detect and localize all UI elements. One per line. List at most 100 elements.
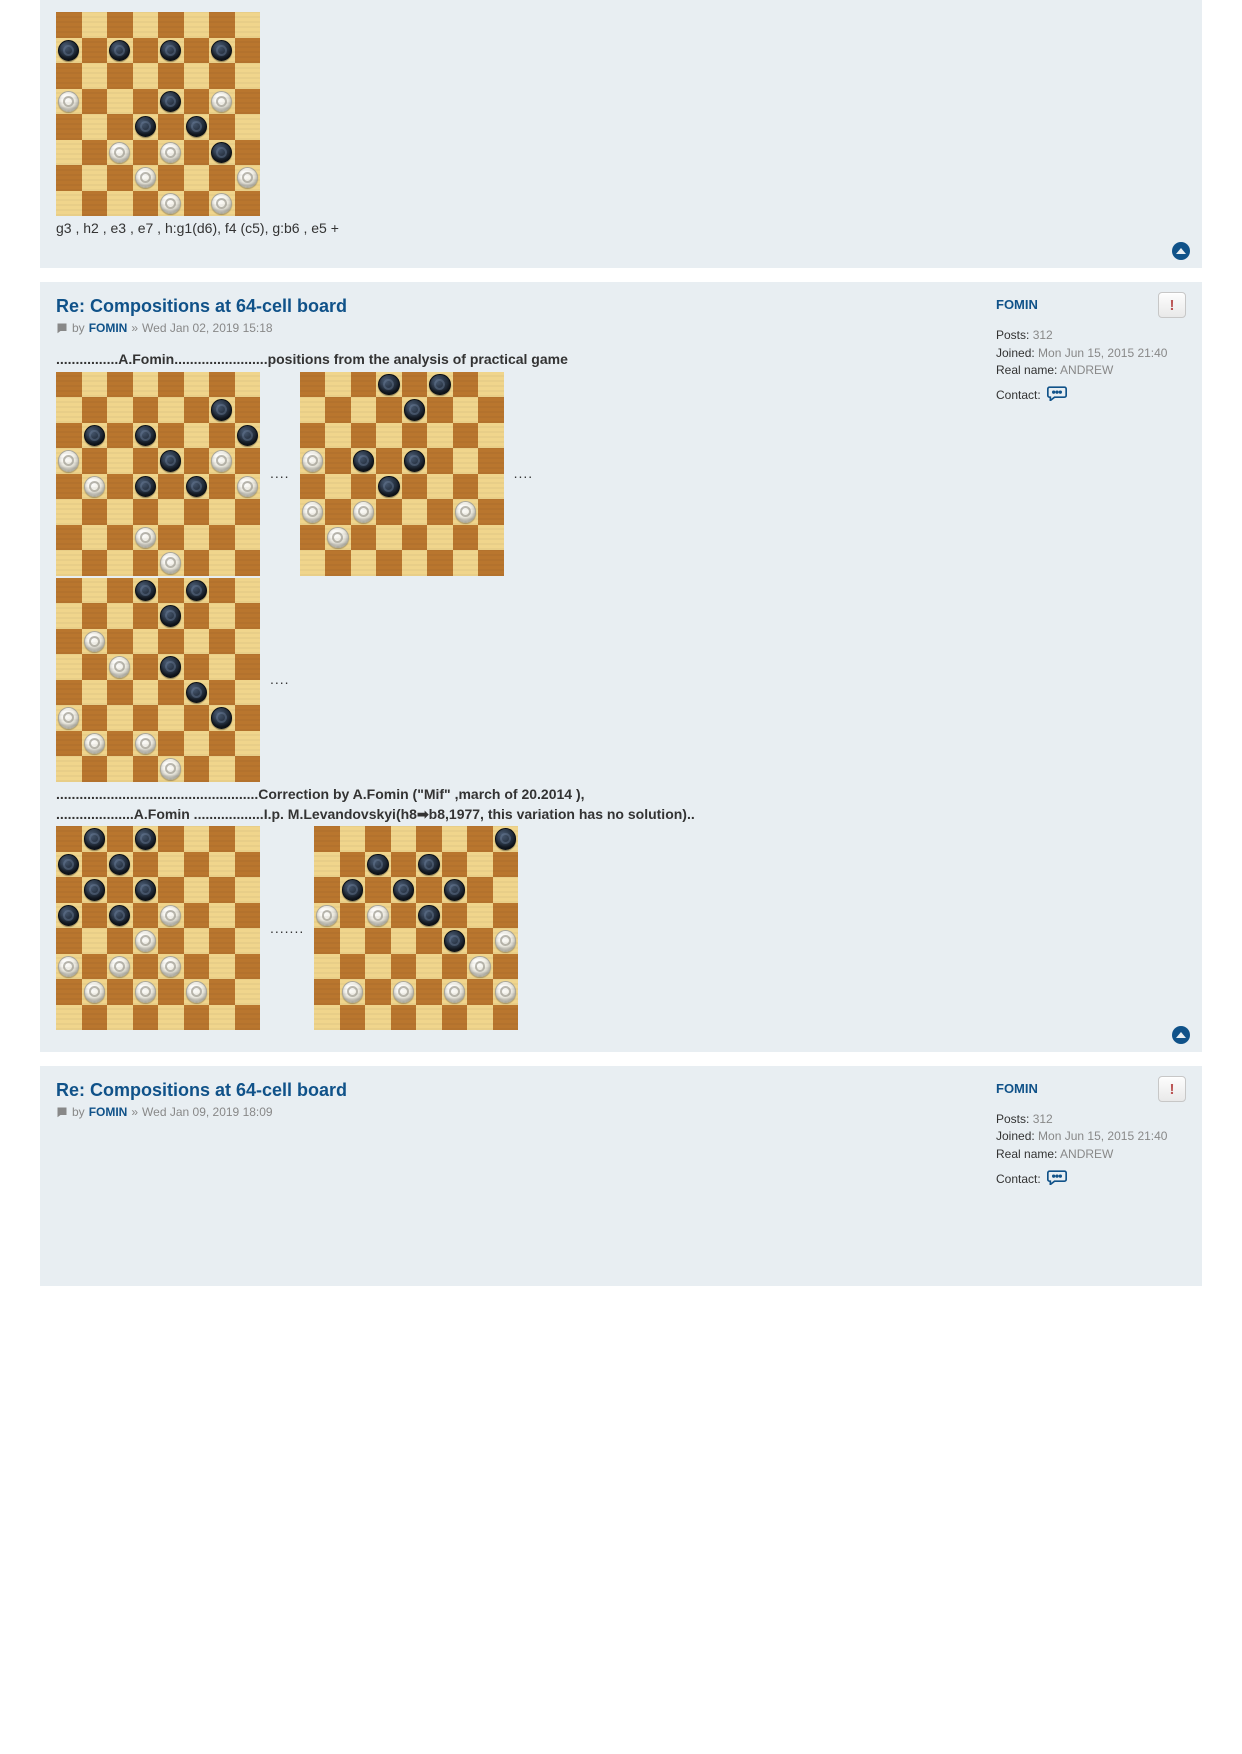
square-e6	[402, 423, 428, 449]
square-g2	[467, 979, 493, 1005]
post-profile: FOMIN Posts: 312 Joined: Mon Jun 15, 201…	[986, 1080, 1186, 1190]
square-c8	[107, 12, 133, 38]
black-piece	[109, 854, 130, 875]
square-g6	[209, 877, 235, 903]
square-g6	[209, 629, 235, 655]
square-d2	[376, 525, 402, 551]
square-f7	[184, 397, 210, 423]
white-piece	[109, 956, 130, 977]
square-b4	[82, 680, 108, 706]
square-h6	[493, 877, 519, 903]
square-g2	[209, 165, 235, 191]
square-e4	[416, 928, 442, 954]
black-piece	[186, 682, 207, 703]
white-piece	[455, 501, 476, 522]
post-title-link[interactable]: Re: Compositions at 64-cell board	[56, 1080, 347, 1100]
square-h4	[478, 474, 504, 500]
back-to-top-button[interactable]	[1172, 1026, 1190, 1044]
square-d2	[133, 165, 159, 191]
profile-author-link[interactable]: FOMIN	[996, 1081, 1038, 1096]
square-a8	[56, 578, 82, 604]
square-a7	[314, 852, 340, 878]
profile-author-link[interactable]: FOMIN	[996, 297, 1038, 312]
square-d7	[133, 397, 159, 423]
square-e2	[416, 979, 442, 1005]
square-c7	[365, 852, 391, 878]
square-a5	[56, 903, 82, 929]
square-d3	[133, 140, 159, 166]
report-post-button[interactable]: !	[1158, 1076, 1186, 1102]
square-h3	[235, 705, 261, 731]
square-d8	[133, 826, 159, 852]
square-d4	[133, 680, 159, 706]
square-h3	[235, 499, 261, 525]
square-g1	[453, 550, 479, 576]
black-piece	[135, 879, 156, 900]
report-post-button[interactable]: !	[1158, 292, 1186, 318]
back-to-top-button[interactable]	[1172, 242, 1190, 260]
square-b3	[82, 140, 108, 166]
white-piece	[160, 142, 181, 163]
square-c4	[351, 474, 377, 500]
square-h7	[478, 397, 504, 423]
white-piece	[135, 981, 156, 1002]
square-g5	[467, 903, 493, 929]
white-piece	[135, 167, 156, 188]
white-piece	[84, 631, 105, 652]
post-title-link[interactable]: Re: Compositions at 64-cell board	[56, 296, 347, 316]
black-piece	[186, 476, 207, 497]
square-a2	[56, 165, 82, 191]
post-author-link[interactable]: FOMIN	[89, 321, 128, 335]
square-f5	[442, 903, 468, 929]
black-piece	[211, 399, 232, 420]
square-c2	[107, 525, 133, 551]
square-h2	[235, 731, 261, 757]
content-text: ................A.Fomin.................…	[56, 349, 966, 369]
square-c1	[351, 550, 377, 576]
contact-pm-button[interactable]	[1047, 385, 1067, 406]
square-b1	[82, 1005, 108, 1031]
white-piece	[135, 527, 156, 548]
square-d1	[376, 550, 402, 576]
white-piece	[353, 501, 374, 522]
black-piece	[378, 374, 399, 395]
square-b6	[82, 63, 108, 89]
square-d7	[133, 38, 159, 64]
square-d6	[133, 629, 159, 655]
square-c7	[107, 397, 133, 423]
white-piece	[58, 91, 79, 112]
square-g2	[209, 731, 235, 757]
square-b2	[82, 165, 108, 191]
square-h5	[493, 903, 519, 929]
exclamation-icon: !	[1170, 1082, 1175, 1097]
square-b8	[325, 372, 351, 398]
square-c1	[107, 550, 133, 576]
square-a7	[56, 852, 82, 878]
square-d2	[133, 731, 159, 757]
square-e2	[158, 979, 184, 1005]
post-author-link[interactable]: FOMIN	[89, 1105, 128, 1119]
white-piece	[367, 905, 388, 926]
square-f2	[184, 165, 210, 191]
contact-pm-button[interactable]	[1047, 1169, 1067, 1190]
square-c5	[107, 448, 133, 474]
square-b8	[82, 372, 108, 398]
square-g7	[209, 38, 235, 64]
square-e7	[158, 603, 184, 629]
square-a4	[314, 928, 340, 954]
square-b6	[340, 877, 366, 903]
square-g6	[209, 63, 235, 89]
square-b7	[82, 603, 108, 629]
square-d8	[133, 12, 159, 38]
square-h8	[235, 12, 261, 38]
post-icon	[56, 322, 68, 334]
black-piece	[84, 879, 105, 900]
square-f4	[184, 928, 210, 954]
square-f5	[184, 654, 210, 680]
square-d4	[376, 474, 402, 500]
square-d8	[133, 578, 159, 604]
black-piece	[444, 879, 465, 900]
black-piece	[211, 142, 232, 163]
square-h1	[493, 1005, 519, 1031]
post-partial: g3 , h2 , e3 , e7 , h:g1(d6), f4 (c5), g…	[40, 0, 1202, 268]
